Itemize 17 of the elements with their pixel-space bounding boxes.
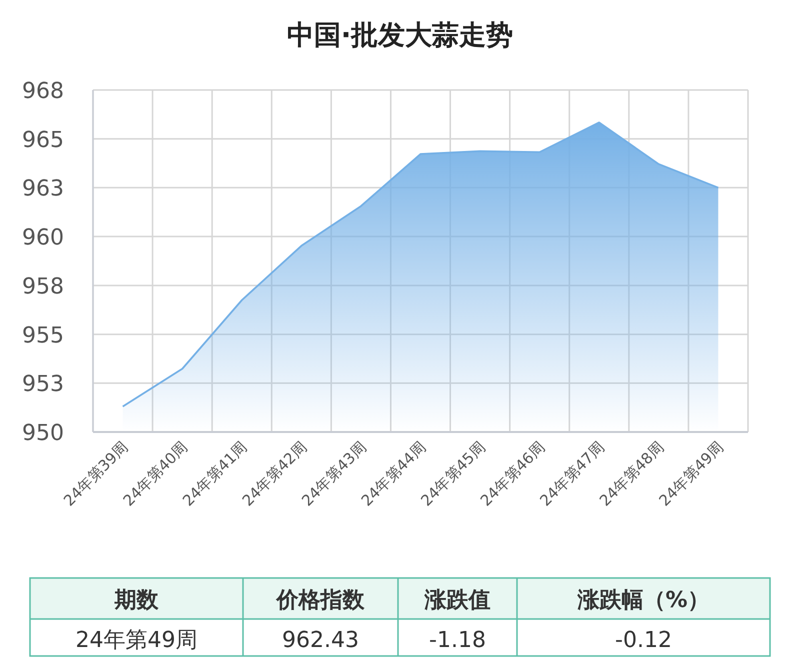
text: -0.12 — [615, 628, 672, 653]
text: 期数 — [114, 588, 160, 613]
text: -1.18 — [429, 628, 486, 653]
y-tick-label: 950 — [22, 421, 64, 446]
text: 962.43 — [282, 628, 359, 653]
text: 涨跌值 — [424, 588, 490, 613]
text: 涨跌幅（%） — [576, 588, 710, 613]
y-tick-label: 955 — [22, 323, 64, 348]
y-tick-label: 953 — [22, 372, 64, 398]
y-tick-label: 958 — [22, 274, 64, 300]
chart-title: 中国·批发大蒜走势 — [286, 20, 514, 51]
y-tick-label: 965 — [22, 128, 64, 153]
y-tick-label: 960 — [22, 225, 64, 250]
text: 价格指数 — [276, 588, 366, 613]
text: 24年第49周 — [76, 628, 198, 653]
y-tick-label: 968 — [22, 79, 64, 104]
y-tick-label: 963 — [22, 176, 64, 202]
